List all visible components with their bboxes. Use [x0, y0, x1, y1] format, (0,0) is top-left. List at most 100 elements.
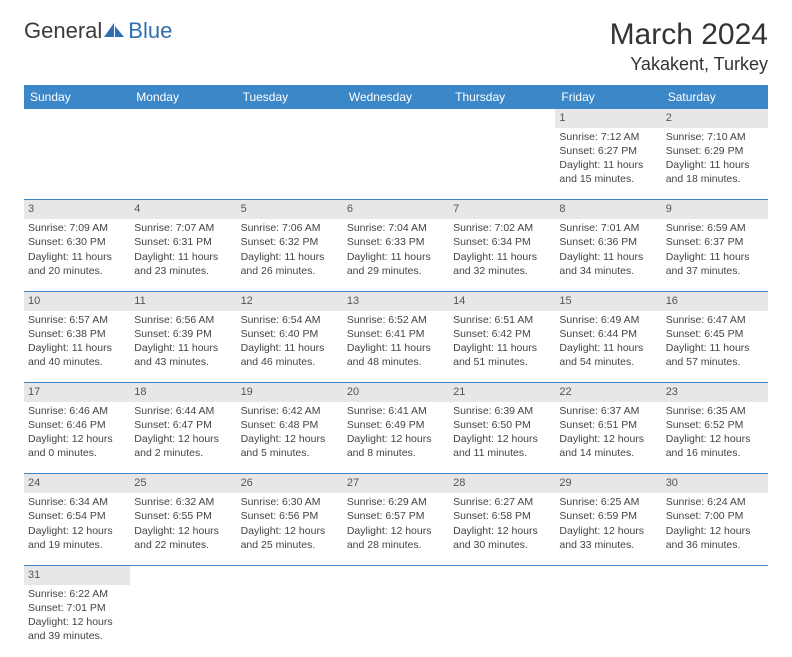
sunset-text: Sunset: 6:50 PM	[453, 418, 551, 432]
weekday-header: Friday	[555, 85, 661, 109]
day-cell	[449, 128, 555, 200]
sunset-text: Sunset: 6:29 PM	[666, 144, 764, 158]
daylight-text: and 46 minutes.	[241, 355, 339, 369]
daylight-text: and 0 minutes.	[28, 446, 126, 460]
day-number: 24	[24, 474, 130, 493]
sunrise-text: Sunrise: 6:54 AM	[241, 313, 339, 327]
day-number	[662, 565, 768, 584]
daylight-text: and 36 minutes.	[666, 538, 764, 552]
day-cell: Sunrise: 6:59 AMSunset: 6:37 PMDaylight:…	[662, 219, 768, 291]
daynum-row: 24252627282930	[24, 474, 768, 493]
daylight-text: and 5 minutes.	[241, 446, 339, 460]
day-cell: Sunrise: 6:56 AMSunset: 6:39 PMDaylight:…	[130, 311, 236, 383]
day-number: 8	[555, 200, 661, 219]
day-number: 31	[24, 565, 130, 584]
sunrise-text: Sunrise: 6:47 AM	[666, 313, 764, 327]
day-number: 5	[237, 200, 343, 219]
sunrise-text: Sunrise: 7:12 AM	[559, 130, 657, 144]
day-cell	[555, 585, 661, 657]
week-row: Sunrise: 6:46 AMSunset: 6:46 PMDaylight:…	[24, 402, 768, 474]
day-cell: Sunrise: 6:27 AMSunset: 6:58 PMDaylight:…	[449, 493, 555, 565]
daylight-text: and 2 minutes.	[134, 446, 232, 460]
day-number	[237, 565, 343, 584]
day-cell	[237, 585, 343, 657]
day-number	[343, 109, 449, 128]
daylight-text: Daylight: 11 hours	[241, 250, 339, 264]
daylight-text: and 15 minutes.	[559, 172, 657, 186]
day-number: 26	[237, 474, 343, 493]
day-number: 28	[449, 474, 555, 493]
sunrise-text: Sunrise: 7:04 AM	[347, 221, 445, 235]
logo-text-blue: Blue	[128, 18, 172, 44]
weekday-header: Thursday	[449, 85, 555, 109]
daylight-text: Daylight: 12 hours	[453, 432, 551, 446]
sunrise-text: Sunrise: 6:29 AM	[347, 495, 445, 509]
daylight-text: Daylight: 11 hours	[347, 250, 445, 264]
daylight-text: Daylight: 12 hours	[666, 524, 764, 538]
title-block: March 2024 Yakakent, Turkey	[610, 18, 768, 75]
day-number: 21	[449, 383, 555, 402]
daylight-text: Daylight: 12 hours	[28, 524, 126, 538]
day-number: 23	[662, 383, 768, 402]
week-row: Sunrise: 7:09 AMSunset: 6:30 PMDaylight:…	[24, 219, 768, 291]
day-number: 6	[343, 200, 449, 219]
weekday-header: Saturday	[662, 85, 768, 109]
sunset-text: Sunset: 6:54 PM	[28, 509, 126, 523]
sunrise-text: Sunrise: 6:27 AM	[453, 495, 551, 509]
location: Yakakent, Turkey	[610, 54, 768, 75]
week-row: Sunrise: 7:12 AMSunset: 6:27 PMDaylight:…	[24, 128, 768, 200]
day-cell: Sunrise: 6:24 AMSunset: 7:00 PMDaylight:…	[662, 493, 768, 565]
day-number	[449, 565, 555, 584]
day-cell: Sunrise: 6:42 AMSunset: 6:48 PMDaylight:…	[237, 402, 343, 474]
day-number: 9	[662, 200, 768, 219]
sunset-text: Sunset: 6:31 PM	[134, 235, 232, 249]
month-title: March 2024	[610, 18, 768, 52]
sunset-text: Sunset: 6:48 PM	[241, 418, 339, 432]
daylight-text: and 19 minutes.	[28, 538, 126, 552]
day-cell: Sunrise: 7:12 AMSunset: 6:27 PMDaylight:…	[555, 128, 661, 200]
daylight-text: Daylight: 12 hours	[559, 432, 657, 446]
daylight-text: and 20 minutes.	[28, 264, 126, 278]
daylight-text: Daylight: 11 hours	[666, 250, 764, 264]
calendar-table: Sunday Monday Tuesday Wednesday Thursday…	[24, 85, 768, 657]
daylight-text: and 26 minutes.	[241, 264, 339, 278]
sunrise-text: Sunrise: 6:52 AM	[347, 313, 445, 327]
sunset-text: Sunset: 6:45 PM	[666, 327, 764, 341]
sunset-text: Sunset: 6:58 PM	[453, 509, 551, 523]
day-number: 22	[555, 383, 661, 402]
week-row: Sunrise: 6:22 AMSunset: 7:01 PMDaylight:…	[24, 585, 768, 657]
sunrise-text: Sunrise: 7:06 AM	[241, 221, 339, 235]
sunrise-text: Sunrise: 6:49 AM	[559, 313, 657, 327]
sunrise-text: Sunrise: 6:37 AM	[559, 404, 657, 418]
sunrise-text: Sunrise: 6:51 AM	[453, 313, 551, 327]
sunset-text: Sunset: 6:37 PM	[666, 235, 764, 249]
logo: General Blue	[24, 18, 172, 44]
day-number	[130, 109, 236, 128]
daylight-text: and 34 minutes.	[559, 264, 657, 278]
daylight-text: and 22 minutes.	[134, 538, 232, 552]
day-number: 27	[343, 474, 449, 493]
sunrise-text: Sunrise: 6:44 AM	[134, 404, 232, 418]
day-cell	[343, 128, 449, 200]
weekday-header-row: Sunday Monday Tuesday Wednesday Thursday…	[24, 85, 768, 109]
sunset-text: Sunset: 6:47 PM	[134, 418, 232, 432]
sunset-text: Sunset: 6:57 PM	[347, 509, 445, 523]
sunset-text: Sunset: 6:51 PM	[559, 418, 657, 432]
day-number: 1	[555, 109, 661, 128]
daylight-text: and 18 minutes.	[666, 172, 764, 186]
day-cell: Sunrise: 6:32 AMSunset: 6:55 PMDaylight:…	[130, 493, 236, 565]
day-cell: Sunrise: 7:09 AMSunset: 6:30 PMDaylight:…	[24, 219, 130, 291]
daylight-text: Daylight: 11 hours	[453, 341, 551, 355]
daylight-text: and 40 minutes.	[28, 355, 126, 369]
sunset-text: Sunset: 6:32 PM	[241, 235, 339, 249]
daylight-text: Daylight: 12 hours	[453, 524, 551, 538]
day-cell: Sunrise: 6:30 AMSunset: 6:56 PMDaylight:…	[237, 493, 343, 565]
daylight-text: and 28 minutes.	[347, 538, 445, 552]
day-cell: Sunrise: 6:54 AMSunset: 6:40 PMDaylight:…	[237, 311, 343, 383]
daylight-text: Daylight: 11 hours	[28, 250, 126, 264]
day-number	[237, 109, 343, 128]
day-number: 10	[24, 291, 130, 310]
day-number: 30	[662, 474, 768, 493]
daylight-text: Daylight: 11 hours	[28, 341, 126, 355]
day-cell: Sunrise: 7:02 AMSunset: 6:34 PMDaylight:…	[449, 219, 555, 291]
